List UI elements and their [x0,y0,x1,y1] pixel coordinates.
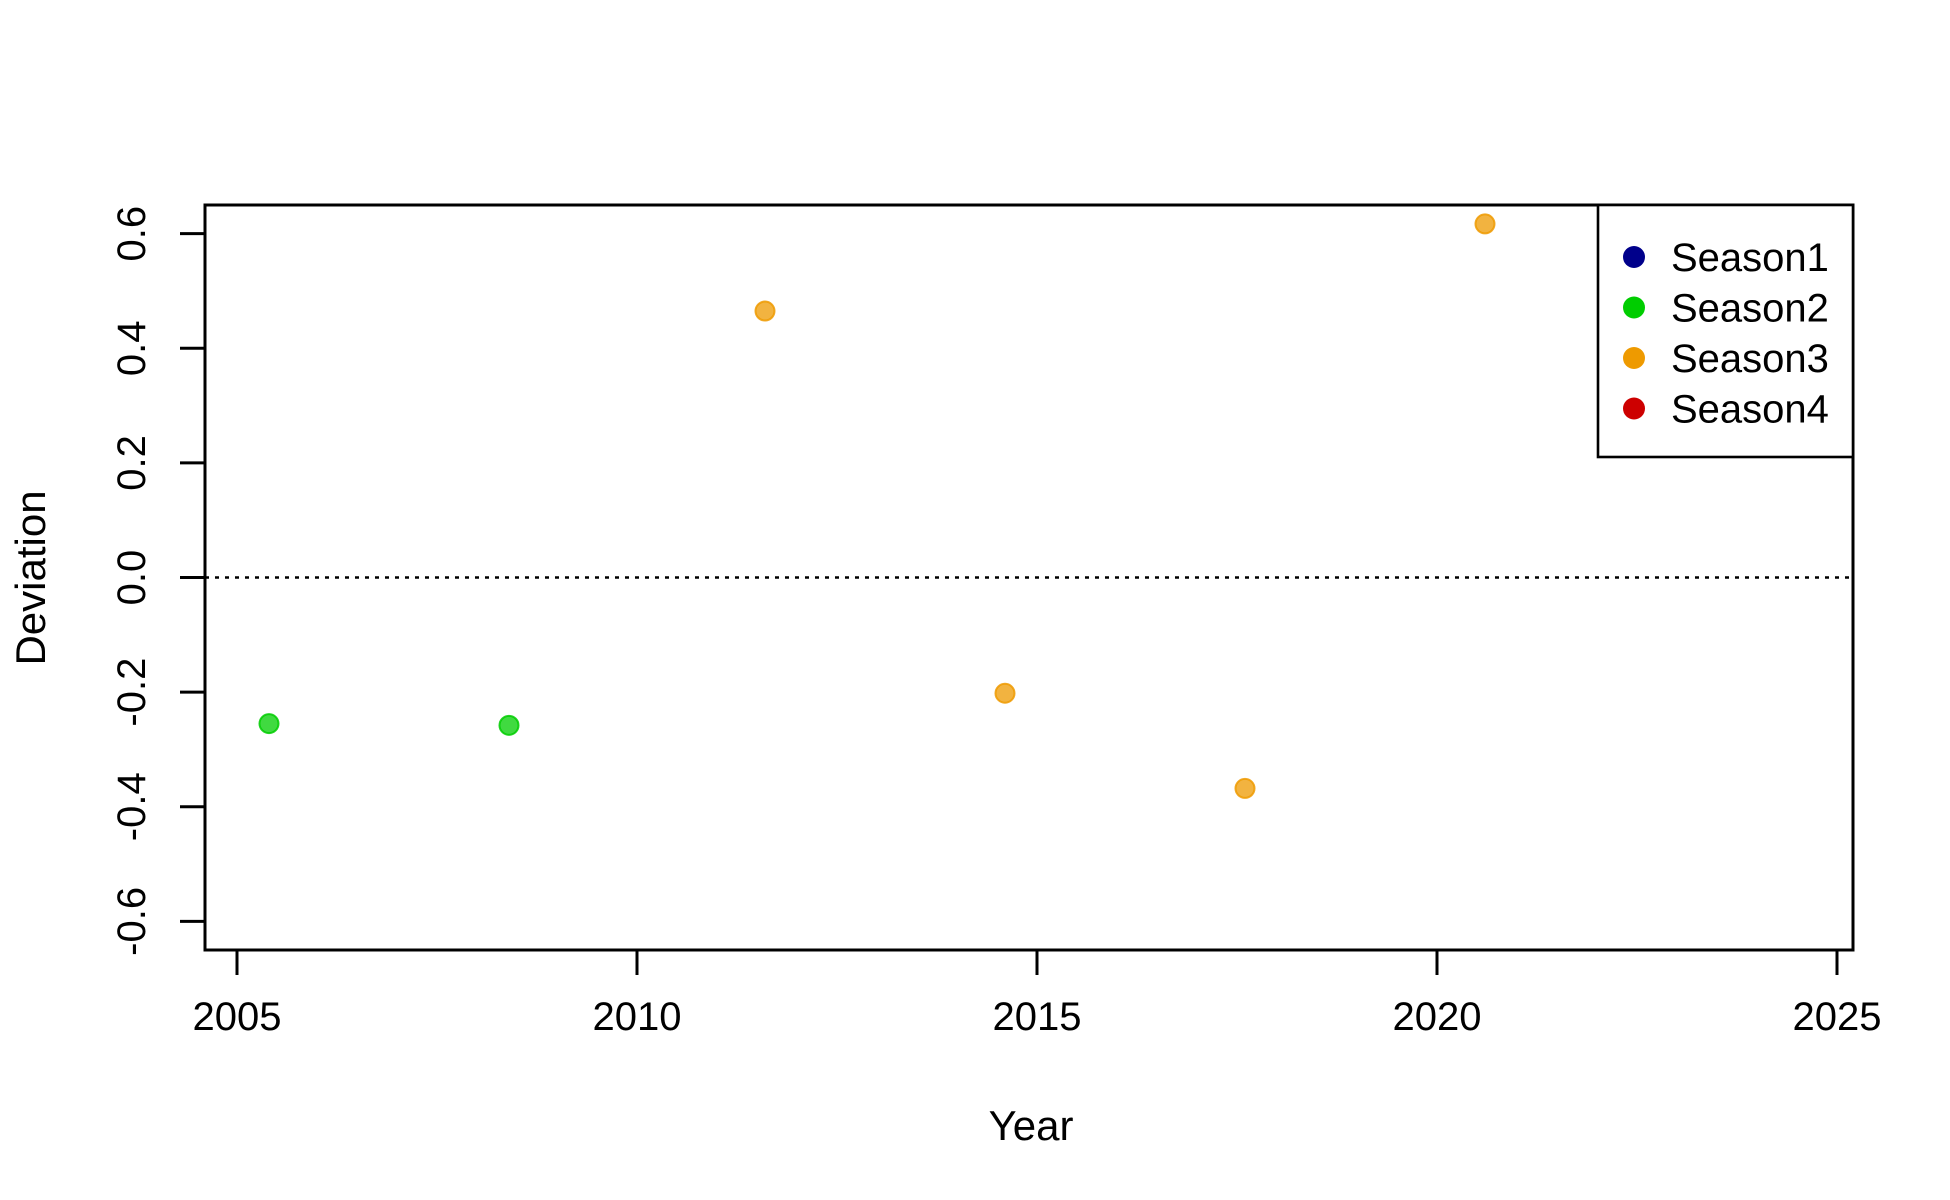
point-season2 [258,713,280,735]
points-layer [258,213,1496,799]
x-tick-label: 2010 [593,995,682,1039]
point-season2 [498,714,520,736]
axes-layer: 2005 2010 2015 2020 2025 -0.6 -0.4 -0.2 0.0 0.2 0.… [110,203,1882,1039]
legend-marker [1623,296,1645,319]
legend-label: Season4 [1671,388,1829,432]
legend-label: Season2 [1671,287,1829,331]
legend-label: Season1 [1671,236,1829,280]
y-tick-label: 0.2 [110,435,154,491]
y-axis-label: Deviation [7,490,54,665]
y-tick-label: -0.6 [110,887,154,956]
legend-label: Season3 [1671,337,1829,381]
x-tick-label: 2005 [193,995,282,1039]
legend-marker [1623,397,1645,420]
x-tick-label: 2025 [1793,995,1882,1039]
legend-marker [1623,246,1645,268]
point-season3 [994,682,1016,704]
y-tick-label: -0.2 [110,658,154,727]
y-tick-label: -0.4 [110,772,154,841]
point-season3 [1474,213,1496,235]
x-axis-label: Year [989,1102,1074,1149]
y-tick-label: 0.6 [110,206,154,262]
point-season3 [1234,777,1256,799]
legend-marker [1623,347,1645,369]
y-tick-label: 0.0 [110,550,154,606]
y-tick-label: 0.4 [110,320,154,376]
x-tick-label: 2020 [1393,995,1482,1039]
legend: Season1 Season2 Season3 Season4 [1596,203,1855,459]
point-season3 [754,300,776,322]
x-tick-label: 2015 [993,995,1082,1039]
